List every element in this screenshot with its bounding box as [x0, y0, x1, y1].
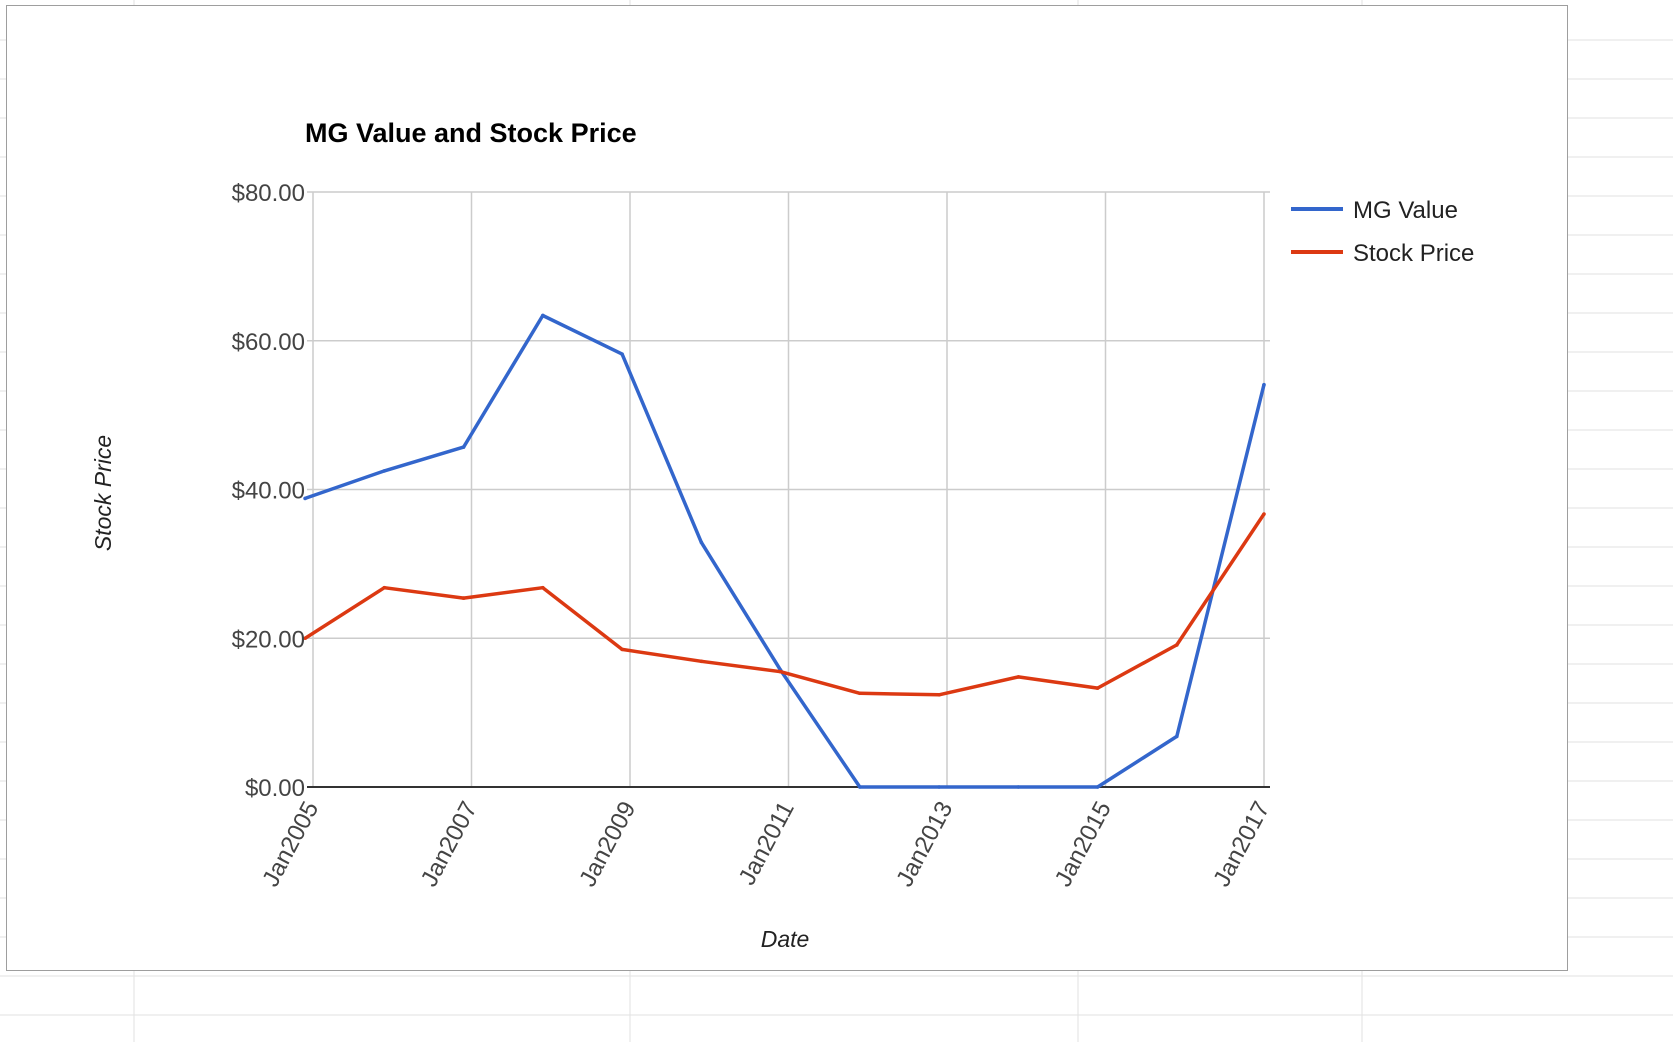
data-point[interactable] [541, 585, 545, 590]
data-point[interactable] [303, 496, 307, 501]
y-tick-label: $80.00 [232, 180, 305, 207]
data-point[interactable] [699, 659, 704, 664]
data-point[interactable] [1095, 785, 1100, 789]
data-point[interactable] [620, 352, 624, 356]
data-point[interactable] [937, 785, 941, 789]
data-point[interactable] [1262, 512, 1266, 516]
data-point[interactable] [858, 691, 862, 696]
data-point[interactable] [1262, 382, 1266, 387]
series-line-stock-price[interactable] [304, 513, 1266, 697]
chart-container[interactable]: $0.00 $20.00 $40.00 $60.00 $80.00 Jan2005 Jan… [6, 5, 1568, 971]
data-point[interactable] [1016, 675, 1021, 679]
data-point[interactable] [778, 669, 783, 674]
x-tick-label: Jan2015 [1050, 797, 1117, 891]
legend-label: Stock Price [1353, 240, 1474, 267]
y-tick-label: $20.00 [232, 626, 305, 653]
y-tick-label: $60.00 [232, 329, 305, 356]
data-point[interactable] [461, 445, 466, 449]
legend: MG Value Stock Price [1291, 197, 1474, 267]
chart-title: MG Value and Stock Price [305, 118, 637, 148]
y-tick-label: $40.00 [232, 478, 305, 505]
data-point[interactable] [1175, 643, 1179, 647]
data-point[interactable] [858, 785, 862, 789]
data-point[interactable] [541, 313, 545, 318]
x-tick-label: Jan2009 [574, 797, 641, 891]
legend-item-mg-value[interactable]: MG Value [1291, 197, 1458, 224]
x-tick-label: Jan2011 [734, 797, 800, 889]
x-tick-labels: Jan2005 Jan2007 Jan2009 Jan2011 Jan2013 Jan20… [257, 797, 1275, 891]
y-tick-labels: $0.00 $20.00 $40.00 $60.00 $80.00 [232, 180, 305, 802]
data-point[interactable] [382, 585, 387, 590]
x-tick-label: Jan2013 [891, 797, 958, 891]
legend-label: MG Value [1353, 197, 1458, 224]
legend-item-stock-price[interactable]: Stock Price [1291, 240, 1474, 267]
x-tick-label: Jan2017 [1208, 797, 1275, 891]
x-tick-label: Jan2005 [257, 797, 324, 891]
data-point[interactable] [382, 469, 387, 473]
data-point[interactable] [303, 636, 307, 641]
gridlines [307, 191, 1270, 787]
x-axis-title: Date [761, 926, 810, 952]
data-point[interactable] [699, 540, 704, 545]
series-line-mg-value[interactable] [304, 313, 1266, 789]
data-point[interactable] [620, 647, 624, 652]
data-point[interactable] [937, 692, 941, 697]
data-point[interactable] [461, 596, 466, 600]
data-point[interactable] [1095, 686, 1100, 690]
y-axis-title: Stock Price [90, 435, 116, 551]
y-tick-label: $0.00 [245, 775, 305, 802]
line-chart: $0.00$20.00$40.00$60.00$80.00 Jan2005 Jan… [90, 118, 1474, 952]
x-tick-label: Jan2007 [416, 797, 483, 891]
series-lines [303, 313, 1266, 789]
data-point[interactable] [1175, 734, 1179, 739]
data-point[interactable] [1016, 785, 1021, 789]
